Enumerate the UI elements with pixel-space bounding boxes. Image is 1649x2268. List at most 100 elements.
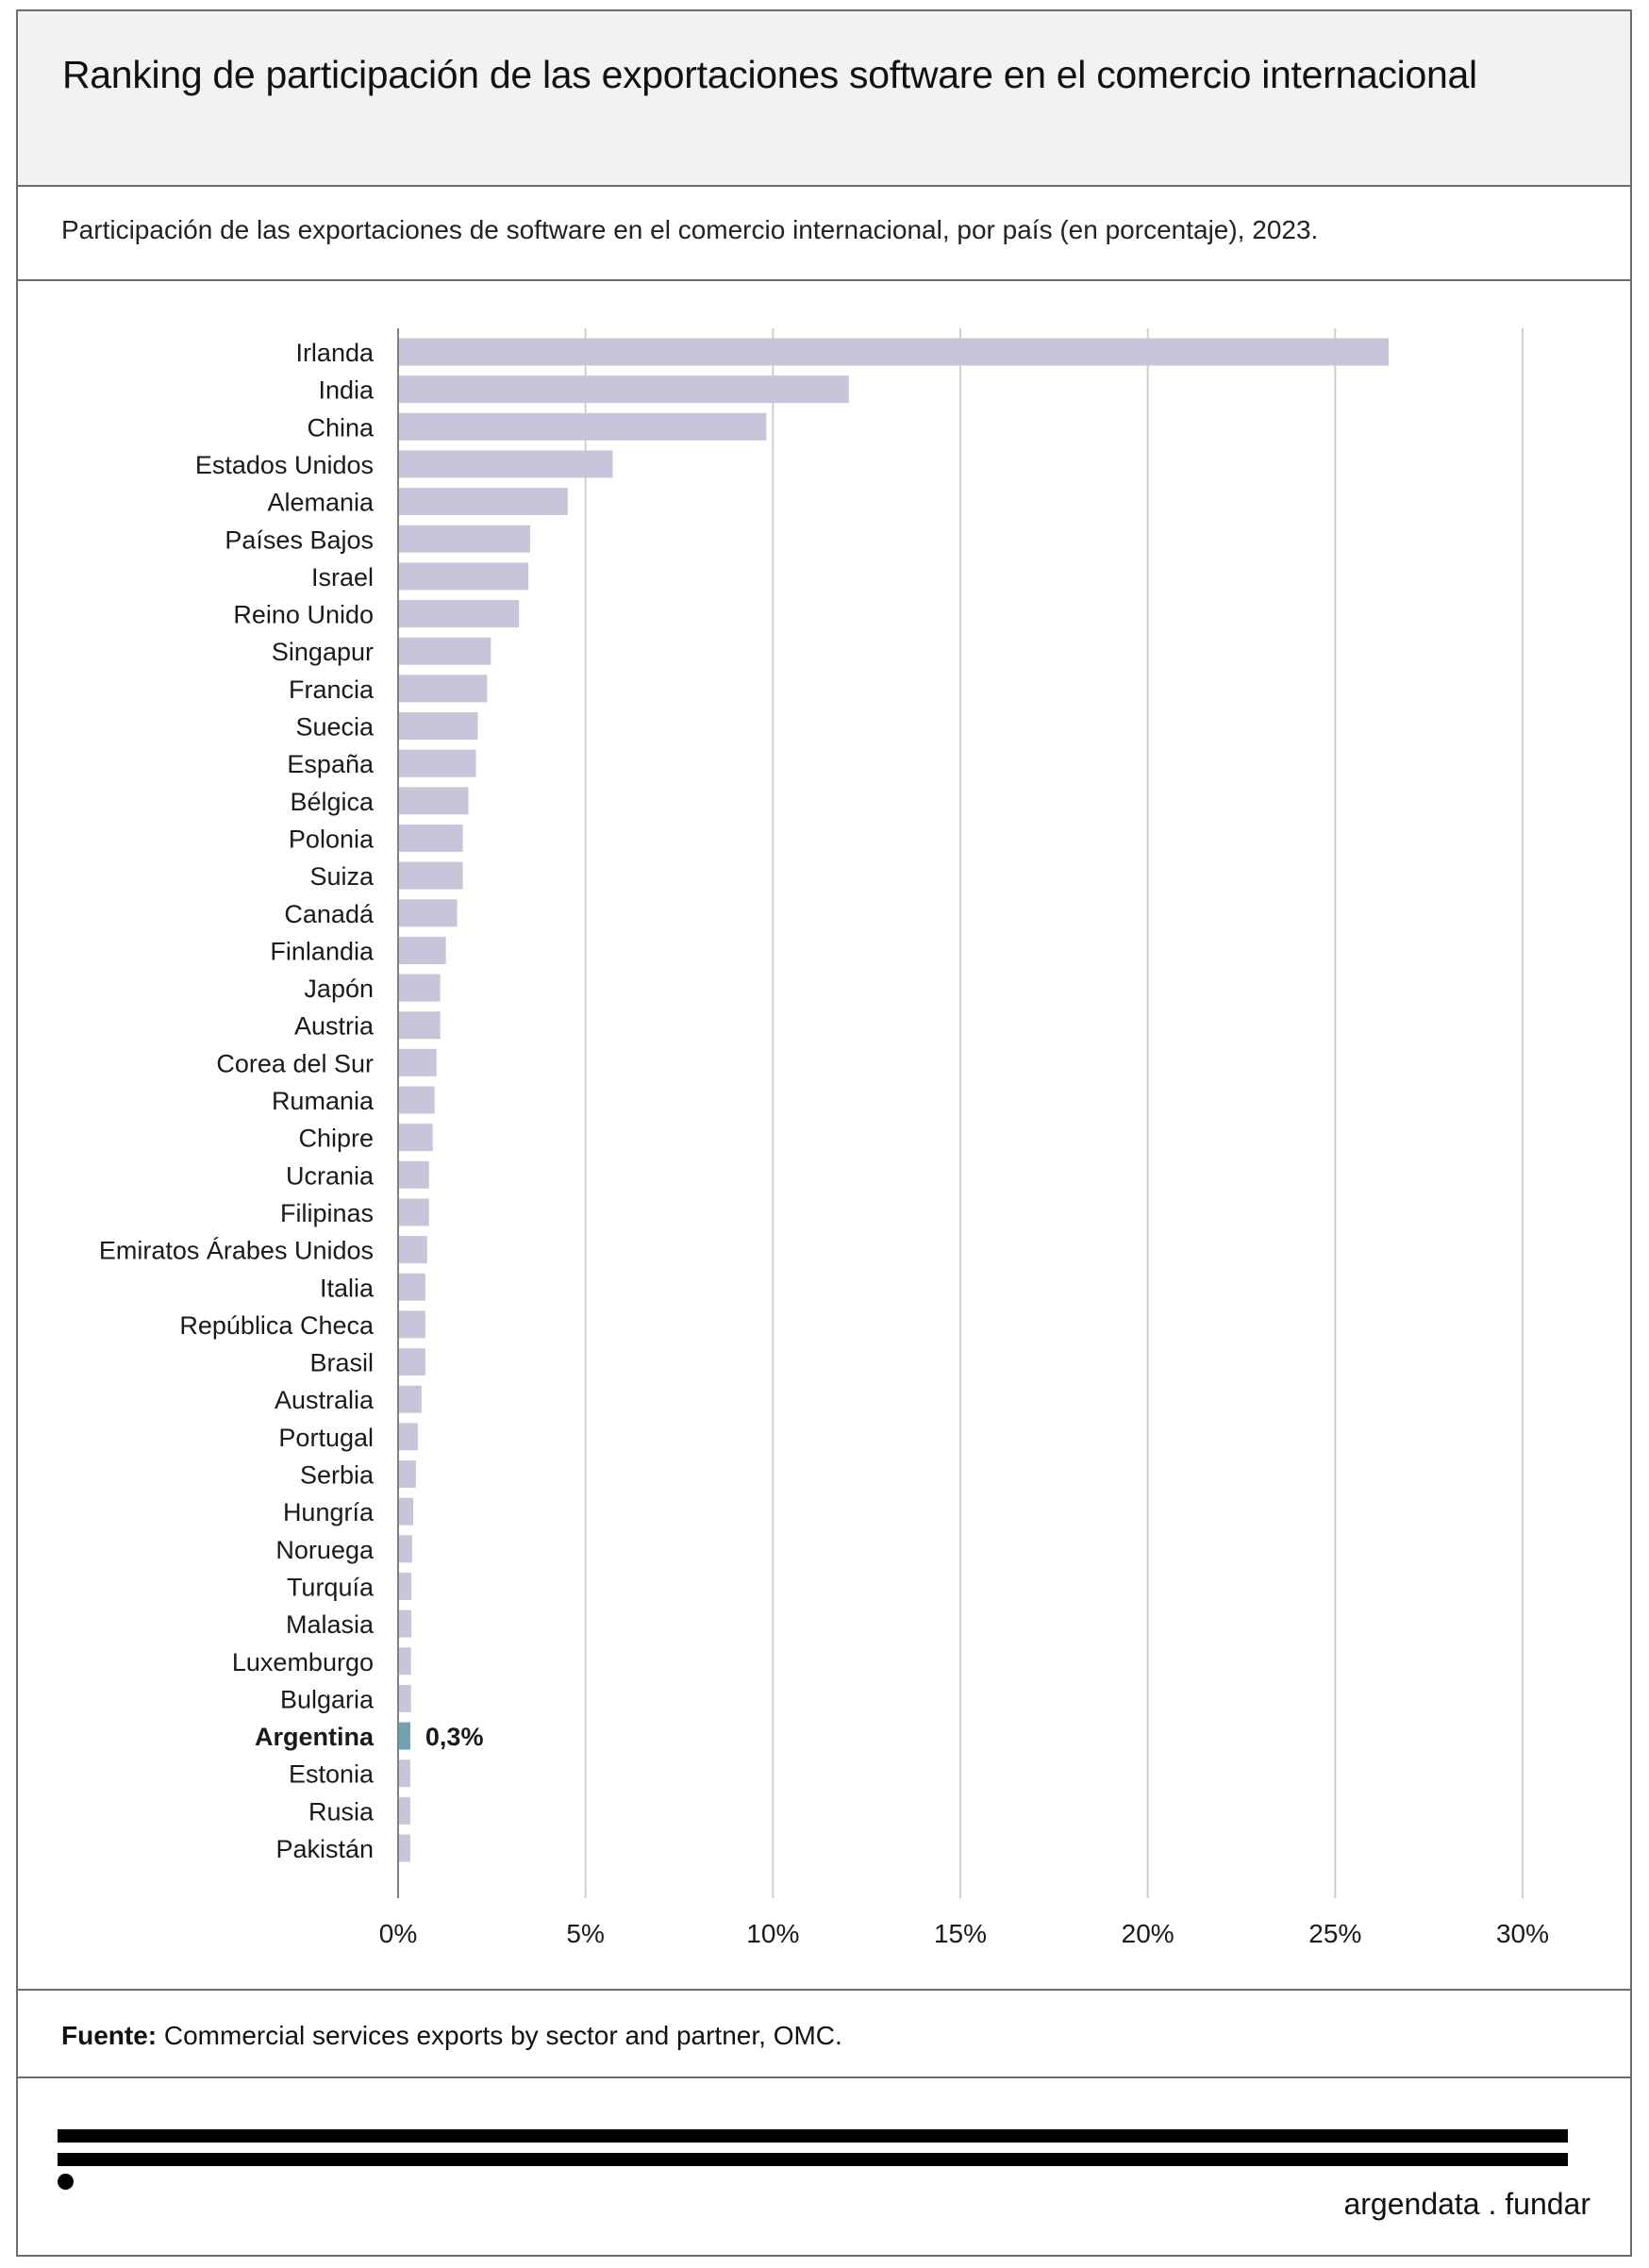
highlight-value-label: 0,3% bbox=[425, 1723, 484, 1751]
category-label: España bbox=[287, 750, 375, 778]
bar-bulgaria bbox=[399, 1684, 411, 1712]
category-label: Portugal bbox=[278, 1424, 374, 1452]
source-text: Commercial services exports by sector an… bbox=[157, 2021, 842, 2050]
category-label: Polonia bbox=[289, 825, 375, 853]
grid-lines bbox=[397, 328, 1524, 1898]
bar-argentina bbox=[399, 1722, 410, 1750]
bar-suiza bbox=[399, 861, 463, 890]
category-label: Estonia bbox=[289, 1760, 375, 1789]
bar-chipre bbox=[399, 1124, 433, 1152]
category-label: Argentina bbox=[255, 1723, 375, 1751]
source-note: Fuente: Commercial services exports by s… bbox=[61, 2021, 842, 2051]
brand-stripe-top bbox=[58, 2129, 1568, 2143]
source-label: Fuente: bbox=[61, 2021, 158, 2050]
category-label: Bélgica bbox=[290, 788, 375, 816]
bar-francia bbox=[399, 675, 488, 703]
bar-estonia bbox=[399, 1759, 410, 1788]
x-tick-label: 10% bbox=[746, 1919, 799, 1948]
bar-canadá bbox=[399, 899, 458, 927]
brand-stripe-bottom bbox=[58, 2153, 1568, 2166]
bar-hungría bbox=[399, 1497, 414, 1526]
category-label: Serbia bbox=[300, 1461, 375, 1490]
source-box: Fuente: Commercial services exports by s… bbox=[18, 1989, 1630, 2078]
bar-austria bbox=[399, 1011, 441, 1040]
bar-alemania bbox=[399, 488, 568, 516]
chart-subtitle: Participación de las exportaciones de so… bbox=[61, 215, 1319, 244]
bar-rusia bbox=[399, 1796, 410, 1825]
x-tick-label: 30% bbox=[1496, 1919, 1549, 1948]
bar-suecia bbox=[399, 712, 478, 740]
category-label: Alemania bbox=[267, 489, 375, 517]
bar-portugal bbox=[399, 1423, 418, 1451]
category-label: Israel bbox=[311, 563, 374, 592]
chart-title: Ranking de participación de las exportac… bbox=[62, 53, 1477, 96]
bar-china bbox=[399, 412, 767, 441]
category-label: Estados Unidos bbox=[195, 451, 374, 479]
category-label: Japón bbox=[304, 975, 374, 1003]
bar-reino-unido bbox=[399, 600, 520, 628]
category-label: Malasia bbox=[286, 1610, 375, 1639]
x-tick-label: 15% bbox=[934, 1919, 987, 1948]
category-label: Reino Unido bbox=[233, 601, 374, 629]
bar-emiratos-árabes-unidos bbox=[399, 1236, 427, 1264]
category-label: China bbox=[307, 413, 375, 442]
category-label: Singapur bbox=[272, 638, 374, 666]
category-label: Italia bbox=[320, 1274, 375, 1302]
category-label: República Checa bbox=[179, 1311, 375, 1340]
bar-filipinas bbox=[399, 1198, 429, 1226]
brand-logo-text: argendata . fundar bbox=[1343, 2187, 1591, 2221]
bar-turquía bbox=[399, 1572, 412, 1600]
category-label: Suiza bbox=[309, 862, 375, 891]
category-label: Pakistán bbox=[275, 1835, 374, 1863]
category-label: Suecia bbox=[295, 713, 375, 742]
category-label: Francia bbox=[289, 675, 375, 704]
category-label: Rusia bbox=[308, 1797, 375, 1826]
bar-españa bbox=[399, 749, 476, 777]
category-label: Países Bajos bbox=[225, 525, 374, 554]
bar-pakistán bbox=[399, 1834, 410, 1862]
bar-luxemburgo bbox=[399, 1647, 411, 1676]
bar-noruega bbox=[399, 1535, 412, 1563]
bar-finlandia bbox=[399, 936, 446, 964]
bar-rumania bbox=[399, 1086, 435, 1114]
bar-serbia bbox=[399, 1460, 416, 1488]
bar-polonia bbox=[399, 824, 463, 852]
category-label: Noruega bbox=[275, 1536, 375, 1564]
category-label: Corea del Sur bbox=[216, 1049, 374, 1077]
bar-israel bbox=[399, 562, 529, 591]
category-label: Filipinas bbox=[280, 1199, 374, 1227]
category-label: Finlandia bbox=[270, 937, 375, 965]
bar-japón bbox=[399, 974, 441, 1002]
category-labels: Irlanda India China Estados Unidos Alemania P… bbox=[99, 339, 484, 1863]
bar-irlanda bbox=[399, 338, 1389, 366]
bar-india bbox=[399, 375, 849, 404]
category-label: India bbox=[318, 376, 375, 405]
x-tick-label: 20% bbox=[1122, 1919, 1174, 1948]
bar-república-checa bbox=[399, 1310, 425, 1339]
x-tick-label: 0% bbox=[379, 1919, 417, 1948]
bar-bélgica bbox=[399, 787, 469, 815]
bar-italia bbox=[399, 1273, 425, 1301]
category-label: Irlanda bbox=[295, 339, 375, 367]
x-tick-label: 25% bbox=[1308, 1919, 1361, 1948]
bar-australia bbox=[399, 1385, 422, 1413]
bar-estados-unidos bbox=[399, 450, 613, 478]
x-tick-label: 5% bbox=[566, 1919, 604, 1948]
category-label: Hungría bbox=[283, 1498, 375, 1526]
category-label: Australia bbox=[275, 1386, 375, 1414]
chart-card: Ranking de participación de las exportac… bbox=[16, 9, 1632, 2257]
bar-brasil bbox=[399, 1348, 425, 1376]
category-label: Brasil bbox=[309, 1349, 374, 1377]
subtitle-box: Participación de las exportaciones de so… bbox=[18, 187, 1630, 281]
bar-países-bajos bbox=[399, 525, 531, 553]
category-label: Rumania bbox=[272, 1087, 375, 1115]
bars bbox=[399, 338, 1389, 1862]
bar-malasia bbox=[399, 1609, 412, 1638]
bar-ucrania bbox=[399, 1160, 429, 1189]
category-label: Emiratos Árabes Unidos bbox=[99, 1237, 374, 1265]
category-label: Canadá bbox=[284, 900, 375, 928]
x-axis-ticks: 0% 5% 10% 15% 20% 25% 30% bbox=[379, 1919, 1549, 1948]
category-label: Turquía bbox=[287, 1573, 375, 1601]
bar-corea-del-sur bbox=[399, 1048, 437, 1076]
category-label: Austria bbox=[294, 1012, 375, 1041]
